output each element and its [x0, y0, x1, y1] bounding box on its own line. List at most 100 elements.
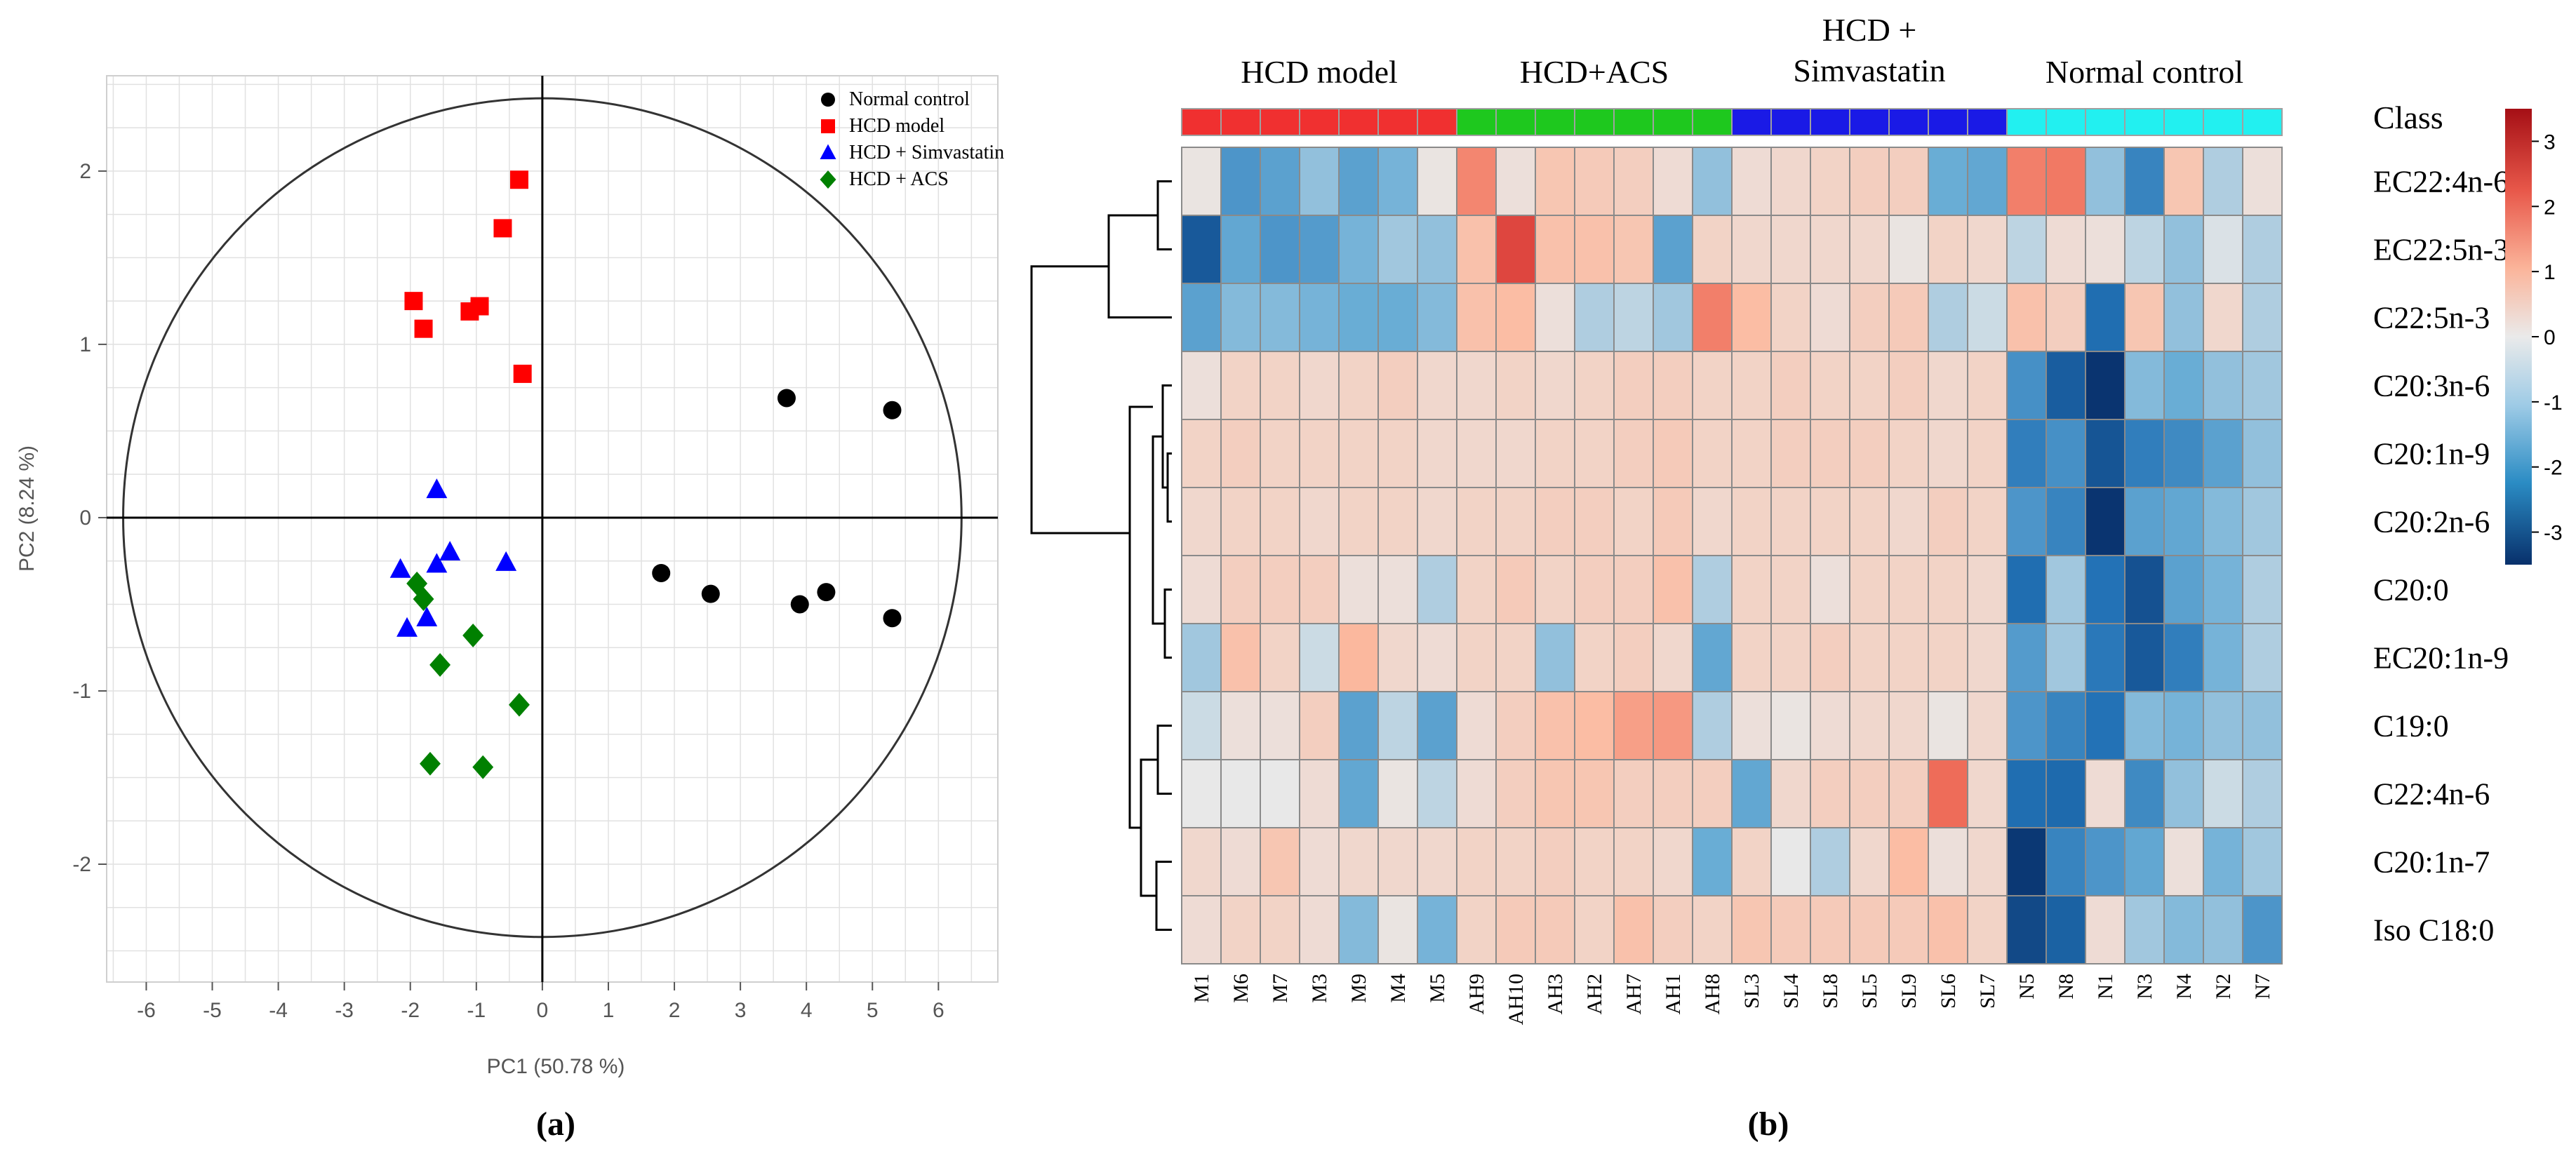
- heatmap-cell: [1220, 487, 1261, 556]
- heatmap-cell: [1338, 623, 1379, 692]
- class-cell-hcd-simvastatin: [1731, 108, 1772, 136]
- heatmap-cell: [1613, 419, 1654, 488]
- heatmap-cell: [1338, 419, 1379, 488]
- heatmap-cell: [1653, 827, 1693, 896]
- point-normal-control: [883, 609, 902, 628]
- column-label: SL4: [1780, 974, 1803, 1009]
- heatmap-cell: [2085, 215, 2125, 284]
- x-tick-labels: -6 -5 -4 -3 -2 -1 0 1 2 3 4 5 6: [137, 982, 945, 1022]
- heatmap-cell: [2085, 555, 2125, 624]
- heatmap-cell: [1928, 351, 1968, 420]
- heatmap-cell: [2124, 691, 2165, 760]
- heatmap-cell: [2124, 623, 2165, 692]
- heatmap-cell: [2163, 759, 2204, 828]
- x-tick-label: 1: [603, 999, 615, 1022]
- heatmap-cell: [2203, 351, 2243, 420]
- heatmap-cell: [1338, 827, 1379, 896]
- heatmap-cell: [1338, 283, 1379, 352]
- class-cell-hcd-acs: [1653, 108, 1693, 136]
- point-hcd-model: [404, 292, 423, 311]
- class-cell-hcd-model: [1299, 108, 1340, 136]
- point-hcd-model: [470, 297, 489, 316]
- heatmap-cell: [1260, 623, 1300, 692]
- heatmap-cell: [1810, 351, 1850, 420]
- heatmap-cell: [2006, 215, 2047, 284]
- heatmap-cell: [1299, 691, 1340, 760]
- heatmap-cell: [1928, 759, 1968, 828]
- heatmap-cell: [1967, 351, 2008, 420]
- row-label: C20:3n-6: [2373, 369, 2490, 403]
- group-label-hcd-acs: HCD+ACS: [1520, 54, 1669, 90]
- heatmap-cell: [1928, 487, 1968, 556]
- heatmap-cell: [1535, 215, 1575, 284]
- heatmap-cell: [1967, 623, 2008, 692]
- heatmap-cell: [1417, 283, 1457, 352]
- dendrogram-branch: [1107, 214, 1172, 318]
- heatmap-cell: [1810, 623, 1850, 692]
- column-label: M9: [1347, 974, 1370, 1003]
- heatmap-cell: [2163, 147, 2204, 216]
- row-label: C19:0: [2373, 709, 2449, 744]
- heatmap-cell: [2046, 419, 2086, 488]
- column-label: AH1: [1662, 974, 1685, 1014]
- heatmap-cell: [1888, 759, 1929, 828]
- heatmap-cell: [1417, 691, 1457, 760]
- colorbar-tick-label: -3: [2544, 522, 2563, 545]
- heatmap-cell: [2242, 147, 2283, 216]
- row-label: Iso C18:0: [2373, 913, 2494, 948]
- pca-legend: Normal control HCD model HCD + Simvastatin…: [820, 88, 1004, 190]
- heatmap-cell: [1456, 419, 1497, 488]
- heatmap-cell: [2124, 283, 2165, 352]
- column-label: M7: [1269, 974, 1292, 1003]
- x-axis-label: PC1 (50.78 %): [487, 1055, 625, 1078]
- class-cell-hcd-acs: [1692, 108, 1733, 136]
- heatmap-cell: [2203, 147, 2243, 216]
- colorbar-tick-label: -2: [2544, 457, 2563, 480]
- heatmap-cell: [2085, 827, 2125, 896]
- heatmap-cell: [1299, 351, 1340, 420]
- heatmap-cell: [1260, 827, 1300, 896]
- heatmap-cell: [1338, 487, 1379, 556]
- heatmap-cell: [2046, 623, 2086, 692]
- class-cell-normal-control: [2163, 108, 2204, 136]
- point-hcd-simvastatin: [389, 558, 411, 578]
- column-labels: M1 M6 M7 M3 M9 M4 M5 AH9 AH10 AH3 AH2 AH7 AH1 AH8 SL3 S…: [1190, 974, 2274, 1025]
- heatmap-cell: [1220, 147, 1261, 216]
- heatmap-cell: [1456, 895, 1497, 965]
- heatmap-cell: [1338, 215, 1379, 284]
- heatmap-cell: [1377, 759, 1418, 828]
- heatmap-cell: [1770, 419, 1811, 488]
- row-dendrogram: [1030, 180, 1172, 931]
- heatmap-cell: [1535, 691, 1575, 760]
- heatmap-cell: [2006, 419, 2047, 488]
- heatmap-cell: [2046, 487, 2086, 556]
- heatmap-cell: [2163, 895, 2204, 965]
- heatmap-cell: [1181, 759, 1222, 828]
- heatmap-cell: [1770, 623, 1811, 692]
- heatmap-cell: [1574, 759, 1615, 828]
- heatmap-cell: [1849, 147, 1890, 216]
- column-label: AH9: [1465, 974, 1488, 1014]
- point-normal-control: [883, 401, 902, 419]
- legend-label-normal-control: Normal control: [849, 88, 970, 110]
- heatmap-cell: [1613, 555, 1654, 624]
- heatmap-cell: [2163, 555, 2204, 624]
- heatmap-cell: [1456, 283, 1497, 352]
- y-tick-label: 2: [79, 160, 91, 183]
- heatmap-cell: [1810, 759, 1850, 828]
- colorbar-tick-label: 0: [2544, 326, 2556, 349]
- heatmap-cell: [1260, 351, 1300, 420]
- class-annotation-bar: [1181, 108, 2283, 136]
- heatmap-cell: [1692, 147, 1733, 216]
- y-axis-label: PC2 (8.24 %): [15, 445, 39, 572]
- heatmap-cell: [1574, 215, 1615, 284]
- class-cell-hcd-simvastatin: [1770, 108, 1811, 136]
- heatmap-cell: [2006, 147, 2047, 216]
- heatmap-cell: [1928, 147, 1968, 216]
- class-cell-hcd-acs: [1495, 108, 1536, 136]
- column-label: N3: [2133, 974, 2156, 1000]
- x-tick-label: 3: [735, 999, 747, 1022]
- y-tick-label: 1: [79, 333, 91, 356]
- class-cell-normal-control: [2046, 108, 2086, 136]
- point-normal-control: [777, 389, 796, 408]
